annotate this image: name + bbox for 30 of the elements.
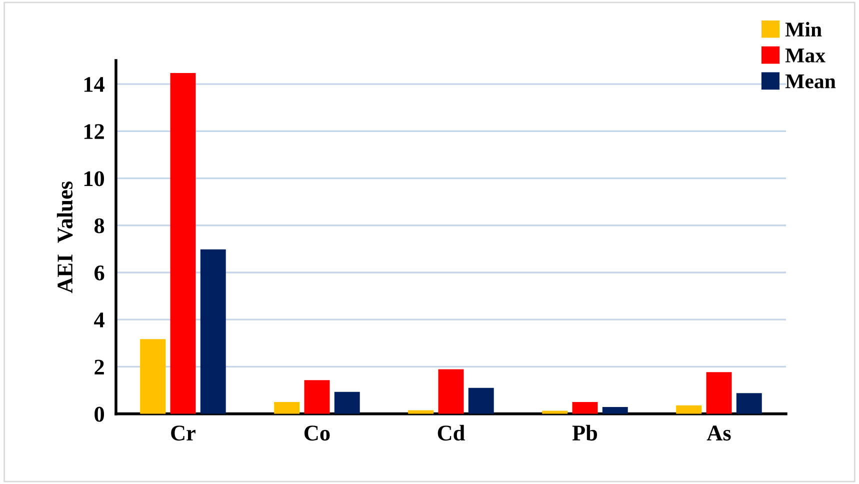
x-tick-label: Co (304, 426, 330, 441)
x-tick-label: Cr (171, 426, 196, 441)
y-tick-label: 12 (84, 124, 104, 139)
bar (200, 249, 226, 414)
bar (438, 369, 464, 414)
y-tick-label: 2 (94, 360, 104, 374)
y-tick-label: 14 (84, 77, 104, 92)
bar (468, 388, 494, 414)
bar (676, 405, 702, 414)
bar (572, 402, 598, 414)
y-tick-label: 8 (94, 218, 104, 234)
x-tick-label: Pb (572, 424, 598, 441)
x-tick-label: As (706, 426, 731, 441)
y-axis-title: AEI Values (56, 182, 73, 294)
y-tick-label: 0 (94, 406, 104, 422)
y-tick-label: 10 (84, 171, 104, 186)
legend-label: Min (785, 22, 822, 36)
bar (170, 72, 196, 414)
bar (706, 372, 732, 414)
bar (334, 392, 360, 414)
x-tick-label: Cd (438, 424, 465, 441)
legend-label: Max (785, 48, 826, 62)
bar (602, 406, 628, 414)
y-tick-label: 4 (94, 312, 104, 328)
bar (140, 339, 166, 414)
bar (274, 402, 300, 414)
bar (304, 380, 330, 414)
y-tick-label: 6 (94, 265, 104, 280)
bar (736, 393, 762, 414)
legend-label: Mean (785, 74, 836, 88)
